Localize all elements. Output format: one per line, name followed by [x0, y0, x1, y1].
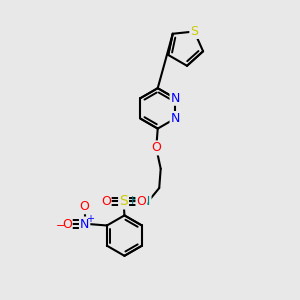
Text: S: S: [119, 194, 128, 208]
Text: −: −: [56, 221, 65, 231]
Text: S: S: [190, 25, 198, 38]
Text: N: N: [141, 195, 151, 208]
Text: O: O: [62, 218, 72, 230]
Text: H: H: [131, 196, 140, 206]
Text: O: O: [151, 141, 161, 154]
Text: +: +: [86, 214, 94, 224]
Text: O: O: [101, 195, 111, 208]
Text: N: N: [170, 92, 180, 105]
Text: O: O: [136, 195, 146, 208]
Text: N: N: [80, 218, 89, 230]
Text: O: O: [80, 200, 90, 213]
Text: N: N: [170, 112, 180, 125]
